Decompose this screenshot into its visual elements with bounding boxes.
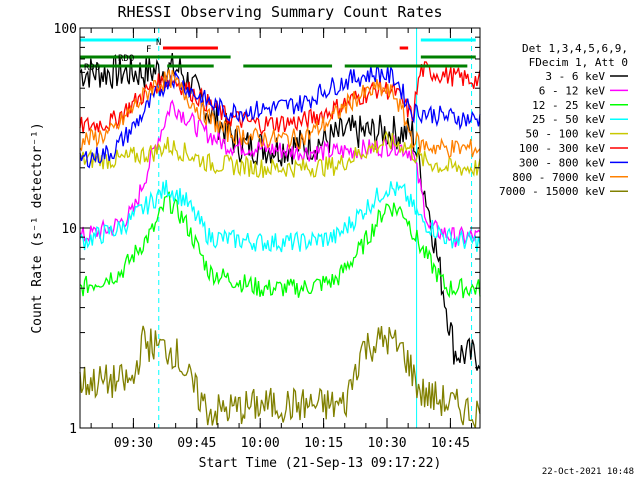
flag-label: R06 [84,63,100,73]
x-tick-label: 10:15 [304,436,343,451]
x-tick-label: 09:45 [177,436,216,451]
legend-entry-label: 3 - 6 keV [545,70,605,83]
y-axis-label: Count Rate (s⁻¹ detector⁻¹) [30,122,45,333]
flag-label: RDO [118,54,134,64]
legend-entry-label: 12 - 25 keV [532,99,605,112]
legend-entry-label: 100 - 300 keV [519,142,605,155]
series-line [79,179,481,253]
footer-date: 22-Oct-2021 10:48 [542,467,634,477]
series-line [79,191,481,299]
series-line [79,99,481,248]
axes: 1 10 100 09:30 09:45 10:00 10:15 10:30 10:45 [54,22,480,451]
series-line [79,325,481,429]
series-line [79,130,481,178]
flag-label: N [156,38,161,48]
legend-header-line: FDecim 1, Att 0 [529,56,628,69]
x-tick-label: 09:30 [114,436,153,451]
plot-area: NF RDO R06 [79,28,481,429]
legend-entry-label: 7000 - 15000 keV [499,185,605,198]
x-axis-label: Start Time (21-Sep-13 09:17:22) [199,456,442,471]
legend: Det 1,3,4,5,6,9,FDecim 1, Att 03 - 6 keV… [499,42,628,198]
series-line [79,69,481,159]
legend-entry-label: 300 - 800 keV [519,156,605,169]
y-tick-label: 1 [69,422,77,437]
y-tick-label: 100 [54,22,77,37]
legend-entry-label: 800 - 7000 keV [512,171,605,184]
legend-entry-label: 50 - 100 keV [526,128,606,141]
chart-title: RHESSI Observing Summary Count Rates [117,3,442,21]
legend-entry-label: 6 - 12 keV [539,84,606,97]
y-tick-label: 10 [61,222,77,237]
legend-entry-label: 25 - 50 keV [532,113,605,126]
x-tick-label: 10:30 [367,436,406,451]
x-tick-label: 10:45 [431,436,470,451]
series-line [79,61,481,137]
flag-label: F [146,45,151,55]
series-line [79,64,481,169]
legend-header-line: Det 1,3,4,5,6,9, [522,42,628,55]
x-tick-label: 10:00 [241,436,280,451]
